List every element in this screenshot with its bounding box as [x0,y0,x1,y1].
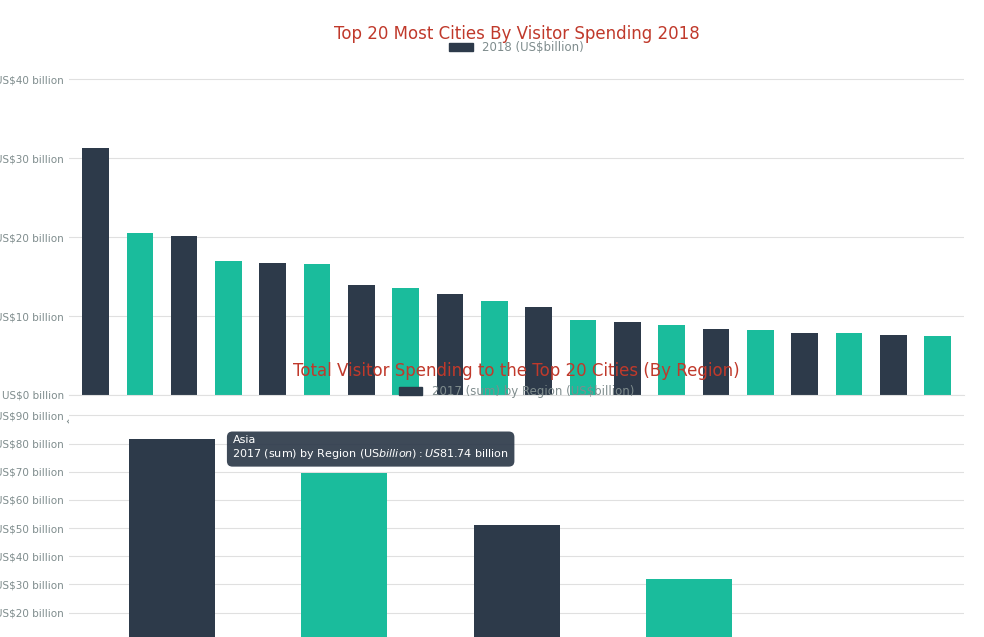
Bar [525,306,552,395]
Bar [646,579,732,637]
Legend: 2017 (sum) by Region (US$billion): 2017 (sum) by Region (US$billion) [395,380,639,403]
Bar [924,336,951,395]
Bar [614,322,641,395]
Bar [260,263,286,395]
Title: Top 20 Most Cities By Visitor Spending 2018: Top 20 Most Cities By Visitor Spending 2… [334,25,700,43]
Bar [747,330,773,395]
Bar [127,233,154,395]
Bar [703,329,729,395]
Bar [880,335,906,395]
Bar [393,288,419,395]
Bar [658,325,685,395]
Bar [301,473,388,637]
Bar [835,333,862,395]
Title: Total Visitor Spending to the Top 20 Cities (By Region): Total Visitor Spending to the Top 20 Cit… [293,362,740,380]
Bar [304,264,331,395]
Bar [473,526,560,637]
Bar [215,261,242,395]
Bar [791,333,818,395]
Bar [437,294,463,395]
Bar [129,439,215,637]
Bar [348,285,375,395]
Bar [171,236,198,395]
Legend: 2018 (US$billion): 2018 (US$billion) [445,36,588,59]
Bar [83,148,109,395]
Bar [481,301,508,395]
Bar [570,320,596,395]
Text: Asia
2017 (sum) by Region (US$billion): US$81.74 billion: Asia 2017 (sum) by Region (US$billion): … [232,435,509,461]
